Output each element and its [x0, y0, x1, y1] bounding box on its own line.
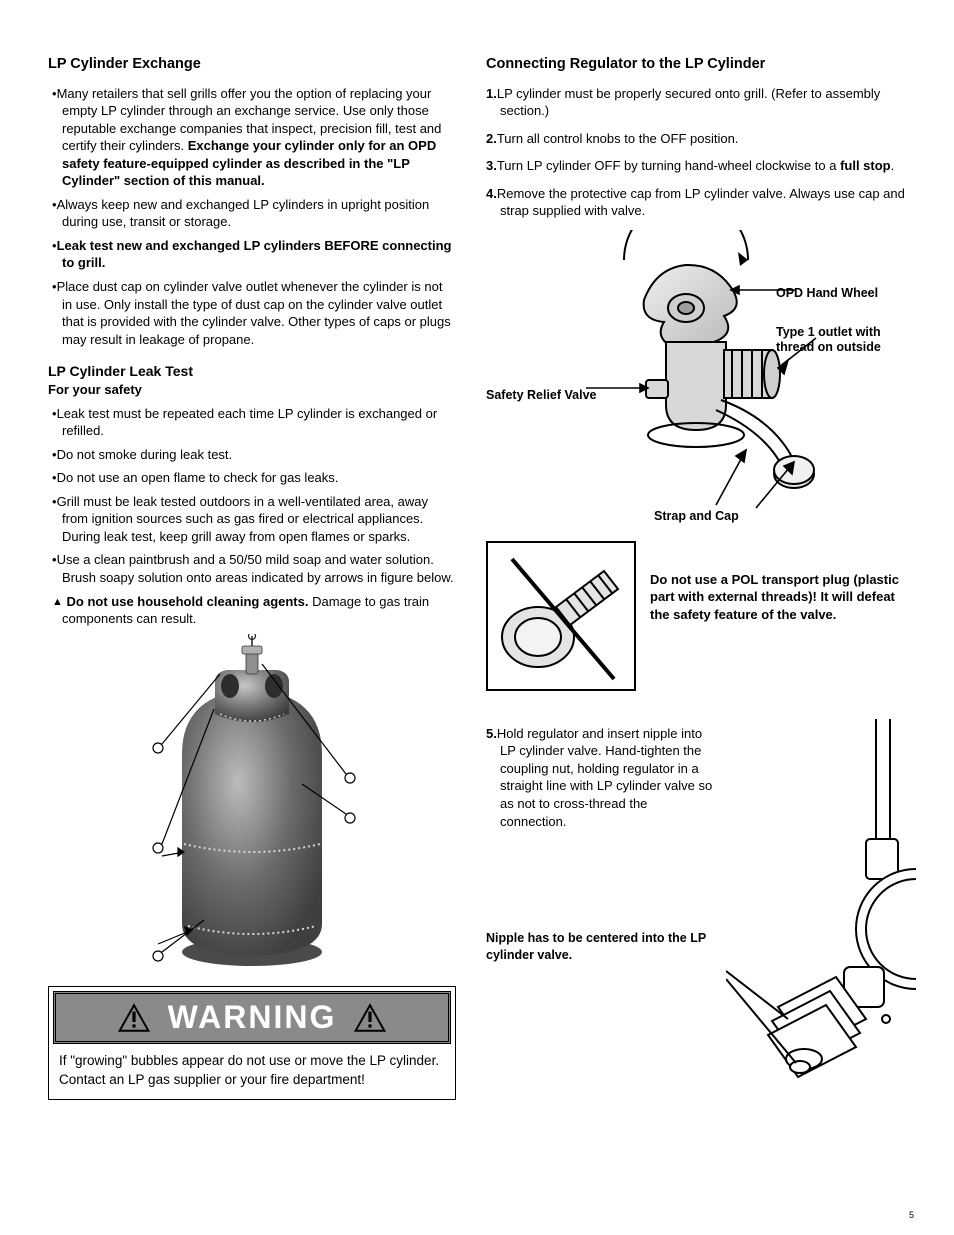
warning-box: WARNING If "growing" bubbles appear do n…: [48, 986, 456, 1100]
connect-steps: 1.LP cylinder must be properly secured o…: [486, 85, 916, 220]
list-item: •Place dust cap on cylinder valve outlet…: [48, 278, 456, 348]
list-item: •Do not smoke during leak test.: [48, 446, 456, 464]
step5-list: 5.Hold regulator and insert nipple into …: [486, 725, 716, 830]
list-item: •Leak test must be repeated each time LP…: [48, 405, 456, 440]
warning-header: WARNING: [53, 991, 451, 1044]
label-strap: Strap and Cap: [654, 509, 739, 525]
heading-exchange: LP Cylinder Exchange: [48, 55, 456, 75]
regulator-figure: [726, 719, 916, 1139]
heading-leak: LP Cylinder Leak Test: [48, 362, 456, 381]
pol-warning-text: Do not use a POL transport plug (plastic…: [650, 541, 916, 624]
step: 2.Turn all control knobs to the OFF posi…: [486, 130, 916, 148]
list-item: •Many retailers that sell grills offer y…: [48, 85, 456, 190]
step: 3.Turn LP cylinder OFF by turning hand-w…: [486, 157, 916, 175]
label-relief: Safety Relief Valve: [486, 388, 606, 404]
label-opd: OPD Hand Wheel: [776, 286, 878, 302]
regulator-row: 5.Hold regulator and insert nipple into …: [486, 719, 916, 1139]
list-item: ▲ Do not use household cleaning agents. …: [48, 593, 456, 628]
list-item: •Leak test new and exchanged LP cylinder…: [48, 237, 456, 272]
warning-title: WARNING: [168, 996, 337, 1039]
list-item: •Grill must be leak tested outdoors in a…: [48, 493, 456, 546]
left-column: LP Cylinder Exchange •Many retailers tha…: [48, 55, 456, 1139]
cylinder-figure: [48, 634, 456, 979]
pol-warning-row: Do not use a POL transport plug (plastic…: [486, 541, 916, 691]
page-number: 5: [909, 1209, 914, 1221]
label-outlet: Type 1 outlet with thread on outside: [776, 325, 906, 356]
list-item: •Do not use an open flame to check for g…: [48, 469, 456, 487]
valve-figure: Off Clockwise: [486, 230, 916, 535]
warning-icon: [354, 1003, 386, 1033]
step: 4.Remove the protective cap from LP cyli…: [486, 185, 916, 220]
list-item: •Always keep new and exchanged LP cylind…: [48, 196, 456, 231]
right-column: Connecting Regulator to the LP Cylinder …: [486, 55, 916, 1139]
pol-plug-figure: [486, 541, 636, 691]
warning-body: If "growing" bubbles appear do not use o…: [49, 1048, 455, 1098]
warning-icon: [118, 1003, 150, 1033]
step: 1.LP cylinder must be properly secured o…: [486, 85, 916, 120]
heading-connect: Connecting Regulator to the LP Cylinder: [486, 55, 916, 75]
leak-subtitle: For your safety: [48, 381, 456, 399]
leak-list: •Leak test must be repeated each time LP…: [48, 405, 456, 628]
nipple-label: Nipple has to be centered into the LP cy…: [486, 930, 716, 964]
list-item: •Use a clean paintbrush and a 50/50 mild…: [48, 551, 456, 586]
exchange-list: •Many retailers that sell grills offer y…: [48, 85, 456, 349]
step: 5.Hold regulator and insert nipple into …: [486, 725, 716, 830]
